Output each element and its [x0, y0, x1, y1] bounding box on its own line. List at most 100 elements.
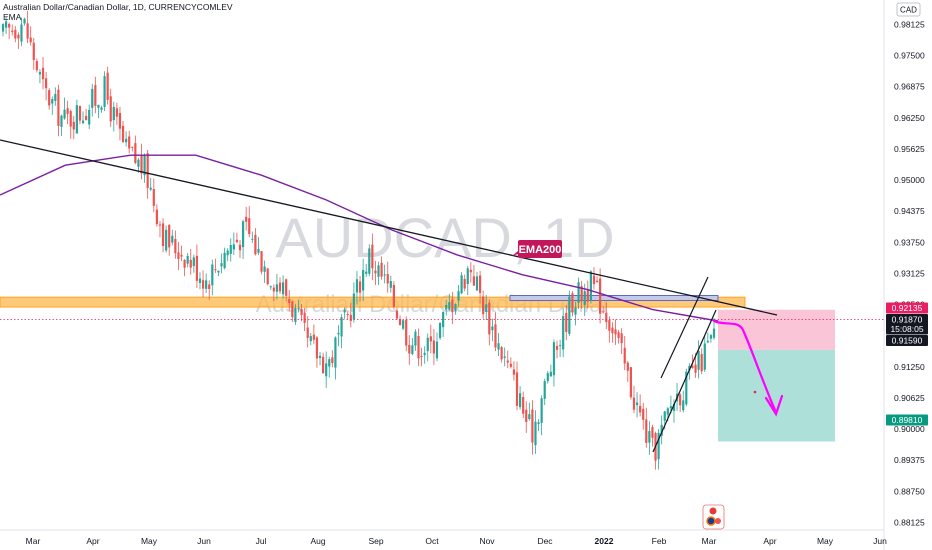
ema200-line[interactable]: [0, 154, 719, 322]
currency-badge[interactable]: CAD: [896, 2, 921, 17]
watermark-symbol: AUDCAD, 1D: [275, 206, 614, 269]
candle-body: [657, 432, 660, 460]
candle-body: [309, 336, 312, 342]
ema200-label[interactable]: EMA200: [512, 240, 562, 258]
candle-body: [445, 305, 448, 310]
resistance-zone[interactable]: [0, 296, 746, 308]
candle-up: [297, 299, 300, 313]
price-tick-label: 0.98125: [894, 20, 925, 30]
candle-down: [322, 352, 325, 374]
candle-body: [537, 422, 540, 424]
candle-body: [694, 364, 697, 373]
time-tick-label: Oct: [425, 536, 439, 546]
flag-circle-aud: [706, 516, 716, 526]
candle-up: [23, 17, 26, 26]
take-profit-zone[interactable]: [718, 349, 835, 442]
candle-down: [512, 361, 516, 381]
price-tick-label: 0.93125: [894, 268, 925, 278]
candle-body: [577, 282, 580, 303]
candle-body: [355, 279, 359, 293]
candle-body: [4, 21, 8, 28]
chart-title: Australian Dollar/Canadian Dollar, 1D, C…: [3, 2, 233, 12]
projection-path[interactable]: [712, 319, 777, 412]
candle-down: [131, 146, 134, 152]
candle-body: [629, 367, 632, 398]
time-tick-label: Mar: [702, 536, 717, 546]
candle-body: [435, 341, 439, 359]
candle-body: [131, 146, 134, 148]
candle-body: [81, 120, 85, 124]
candle-body: [626, 362, 629, 371]
candle-body: [149, 187, 152, 190]
candle-down: [592, 267, 596, 290]
candle-body: [672, 403, 676, 411]
candle-down: [654, 431, 657, 470]
ema200-label-text: EMA200: [519, 244, 562, 256]
candle-body: [611, 327, 614, 334]
price-label-bg: [886, 302, 928, 314]
candle-up: [540, 395, 543, 436]
time-tick-label: Sep: [368, 536, 383, 546]
candle-up: [589, 270, 592, 304]
candle-down: [189, 248, 192, 275]
projection-arrowhead: [764, 394, 784, 417]
candle-body: [63, 109, 66, 119]
tradingview-flags-icon[interactable]: [702, 504, 725, 530]
candle-body: [23, 18, 26, 24]
candle-down: [488, 299, 491, 346]
candle-down: [380, 256, 383, 280]
candle-down: [248, 206, 251, 238]
descending-trendline[interactable]: [0, 139, 778, 316]
candle-body: [371, 244, 374, 269]
candle-up: [263, 260, 266, 283]
time-axis[interactable]: Mar Apr May Jun Jul Aug Sep Oct Nov Dec 2022 Feb Mar…: [0, 529, 887, 546]
candle-body: [417, 335, 420, 359]
stop-loss-zone[interactable]: [718, 309, 835, 350]
candle-body: [466, 268, 469, 285]
candle-body: [346, 314, 349, 316]
candle-body: [44, 78, 48, 89]
candle-up: [448, 293, 451, 311]
candle-body: [531, 409, 534, 443]
candle-down: [78, 105, 82, 125]
candle-down: [315, 335, 319, 368]
candle-down: [565, 304, 568, 341]
candle-body: [334, 337, 337, 368]
overlay-layer: EMA200: [512, 240, 784, 530]
candle-body: [602, 311, 605, 313]
candle-down: [180, 245, 183, 262]
candle-body: [552, 342, 556, 376]
flag-circle-cad: [715, 518, 721, 524]
candle-body: [442, 312, 445, 328]
wedge-lower-line[interactable]: [652, 309, 717, 453]
candle-up: [423, 346, 426, 364]
candle-up: [125, 131, 128, 147]
price-axis[interactable]: 0.98125 0.97500 0.96875 0.96250 0.95625 0.950…: [883, 0, 928, 550]
candle-body: [312, 334, 315, 340]
wedge-upper-line[interactable]: [660, 276, 709, 379]
candle-down: [571, 291, 574, 317]
candle-body: [331, 357, 334, 364]
candle-body: [688, 365, 691, 371]
candle-body: [281, 282, 285, 295]
candle-up: [543, 378, 546, 406]
indicator-label[interactable]: EMA: [3, 12, 22, 22]
candle-down: [278, 277, 282, 294]
candle-body: [217, 270, 220, 273]
candle-up: [442, 311, 445, 337]
candle-up: [568, 290, 571, 337]
candle-up: [88, 104, 91, 130]
candle-down: [620, 328, 623, 355]
candle-body: [586, 290, 589, 302]
candle-body: [266, 268, 269, 285]
candle-body: [414, 331, 417, 346]
candle-body: [72, 121, 75, 130]
candle-down: [214, 258, 217, 274]
candle-up: [411, 338, 414, 356]
candle-down: [478, 270, 482, 304]
candle-body: [534, 421, 537, 446]
candle-down: [602, 306, 605, 314]
candle-body: [639, 405, 642, 413]
candle-up: [137, 157, 140, 173]
